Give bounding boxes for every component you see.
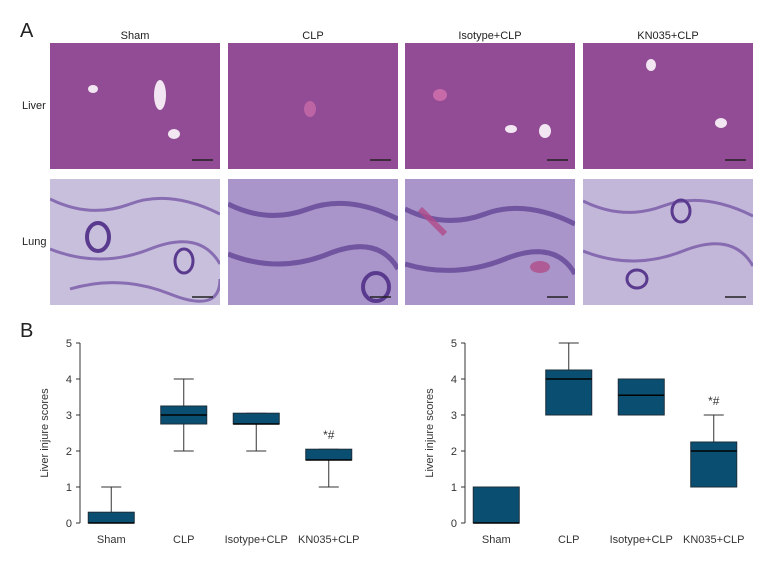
y-tick-label: 0 [451,518,457,530]
box-rect [690,441,738,488]
lung-tissue-image [405,179,575,305]
micrograph-lung-kn035-clp [583,179,753,305]
column-title-kn035-clp: KN035+CLP [637,30,699,42]
box-rect [305,448,353,461]
y-tick-label: 5 [451,338,457,350]
x-tick-label: CLP [558,534,579,546]
column-title-sham: Sham [120,30,150,42]
y-tick-label: 4 [66,374,72,386]
y-tick-label: 0 [66,518,72,530]
x-tick-label: Sham [97,534,126,546]
row-label-lung: Lung [22,236,47,248]
y-axis-label: Liver injure scores [39,388,51,478]
x-tick-label: Isotype+CLP [610,534,673,546]
x-tick-label: Sham [482,534,511,546]
liver-tissue-image [405,43,575,169]
y-tick-label: 3 [66,410,72,422]
box-plot-right: 0 1 2 3 4 5 Liver injure scores Sham CLP Isotype+… [424,338,744,546]
panel-b-label: B [20,320,34,342]
box-sham [472,486,520,524]
lung-tissue-image [228,179,398,305]
box-rect [545,369,593,416]
row-label-liver: Liver [22,100,46,112]
y-tick-label: 2 [66,446,72,458]
box-plot-left: 0 1 2 3 4 5 Liver injure scores Sham CLP Isotype+… [39,338,359,546]
significance-annotation: *# [323,428,335,442]
box-rect [87,511,135,524]
micrograph-liver-clp [228,43,398,169]
x-tick-label: KN035+CLP [298,534,359,546]
micrograph-liver-kn035-clp [583,43,753,169]
micrograph-liver-sham [50,43,220,169]
box-rect [232,412,280,425]
y-tick-label: 3 [451,410,457,422]
micrograph-lung-sham [50,179,220,305]
y-tick-label: 5 [66,338,72,350]
y-tick-label: 4 [451,374,457,386]
y-axis-label: Liver injure scores [424,388,436,478]
significance-annotation: *# [708,394,720,408]
micrograph-liver-isotype-clp [405,43,575,169]
box-rect [617,378,665,416]
micrograph-lung-clp [228,179,398,305]
box-isotype-clp [617,378,665,416]
liver-tissue-image [583,43,753,169]
liver-tissue-image [228,43,398,169]
column-title-isotype-clp: Isotype+CLP [458,30,522,42]
y-tick-label: 2 [451,446,457,458]
box-clp [160,378,208,452]
y-tick-label: 1 [451,482,457,494]
lung-tissue-image [50,179,220,305]
panel-a-label: A [20,20,34,42]
micrograph-lung-isotype-clp [405,179,575,305]
x-tick-label: KN035+CLP [683,534,744,546]
box-rect [472,486,520,524]
column-title-clp: CLP [302,30,324,42]
liver-tissue-image [50,43,220,169]
y-tick-label: 1 [66,482,72,494]
x-tick-label: Isotype+CLP [225,534,288,546]
box-clp [545,342,593,416]
box-kn035-clp [690,414,738,488]
box-sham [87,486,135,524]
lung-tissue-image [583,179,753,305]
x-tick-label: CLP [173,534,194,546]
box-isotype-clp [232,412,280,452]
box-kn035-clp [305,448,353,488]
